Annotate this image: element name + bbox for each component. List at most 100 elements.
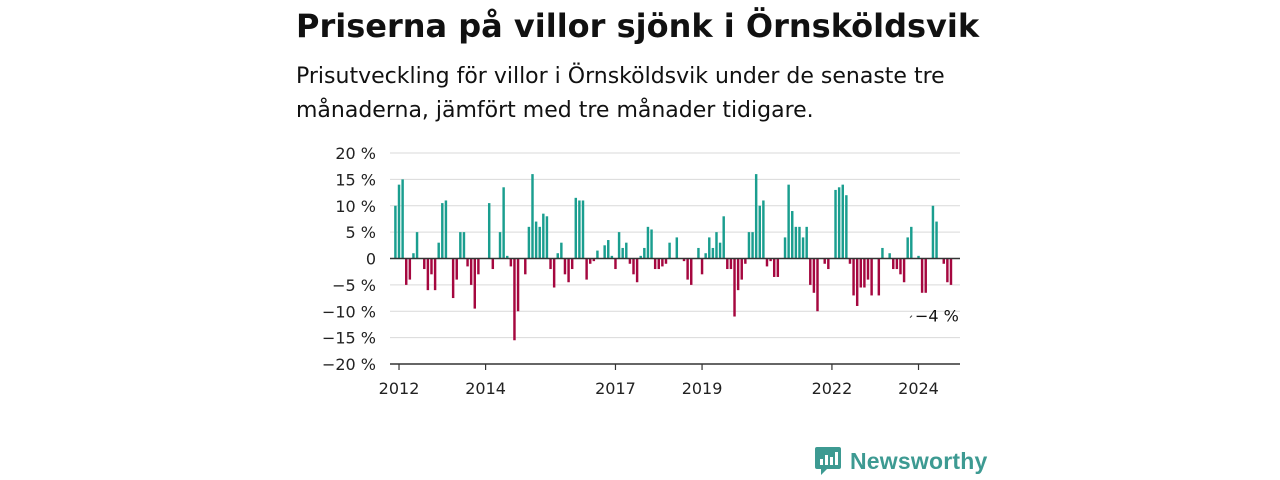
bar [574,197,578,259]
bar [408,258,412,280]
bar [560,242,563,259]
bar [805,226,808,259]
bar [726,258,729,270]
bar [459,232,462,259]
bar [899,258,902,275]
bar [552,258,556,288]
gridlines [390,152,960,339]
bar [729,258,733,270]
bar [437,242,440,259]
bar [549,258,552,270]
x-axis-labels: 2012 2014 2017 2019 2022 2024 [379,364,939,398]
bar [697,247,700,259]
bar [791,211,794,259]
brand-name: Newsworthy [850,447,988,474]
bar [455,258,458,280]
bar [466,258,469,267]
bar [870,258,873,296]
bar [682,258,686,262]
bar [888,253,891,259]
bar [863,258,866,288]
bar [895,258,899,270]
bar [513,258,516,341]
bar [906,237,909,259]
x-tick-label: 2017 [595,379,636,398]
bar [491,258,495,270]
chart-title: Priserna på villor sjönk i Örnsköldsvik [296,7,980,45]
bar [585,258,588,280]
bar [592,258,596,262]
bar [632,258,635,275]
bars [394,174,953,341]
bar [563,258,567,275]
bar [881,247,884,259]
bar [462,232,466,259]
bar [700,258,704,275]
bar [516,258,520,312]
bar [740,258,743,280]
bar [441,203,444,259]
bar [769,258,772,262]
bar [920,258,924,293]
bar [477,258,480,275]
bar [628,258,632,264]
bar [747,232,751,259]
bar [910,226,913,259]
bar [607,240,610,259]
bar [783,237,787,259]
y-tick-label: 15 % [335,170,376,189]
bar [859,258,863,288]
bar [509,258,513,267]
bar [931,205,935,259]
y-tick-label: 0 [366,250,376,269]
bar [902,258,906,283]
chart-subtitle: Prisutveckling för villor i Örnsköldsvik… [296,64,945,123]
bar [827,258,830,270]
bar [801,237,805,259]
bar [816,258,819,312]
bar [812,258,816,293]
bar [473,258,476,309]
bar [603,245,606,259]
bar [524,258,527,275]
bar [506,255,509,259]
bar [798,226,801,259]
bar [686,258,689,280]
bar [643,247,646,259]
bar [567,258,570,283]
annotation-leader [909,315,913,318]
bar [570,258,574,270]
newsworthy-logo[interactable]: Newsworthy [814,446,987,476]
bar [433,258,437,291]
bar [653,258,657,270]
bar [469,258,473,285]
bar [855,258,859,306]
bar [661,258,664,267]
bar [848,258,852,264]
bar [711,247,715,259]
bar [823,258,826,264]
y-axis-labels: 20 % 15 % 10 % 5 % 0 −5 % −10 % −15 % −20 % [322,144,376,374]
bar [542,213,545,259]
bar [423,258,426,270]
bar [949,258,953,285]
bar [451,258,455,299]
bar [430,258,433,275]
bar [892,258,895,270]
bar [733,258,736,317]
bar [736,258,740,291]
bar [650,229,653,259]
bar [534,221,538,259]
bar [588,258,592,264]
x-tick-label: 2014 [465,379,506,398]
bar [751,232,754,259]
bar [794,226,798,259]
bar [621,247,624,259]
bar [635,258,639,283]
bar [787,184,790,259]
bar [722,216,725,259]
bar [744,258,747,264]
bar [405,258,408,285]
x-tick-label: 2012 [379,379,420,398]
